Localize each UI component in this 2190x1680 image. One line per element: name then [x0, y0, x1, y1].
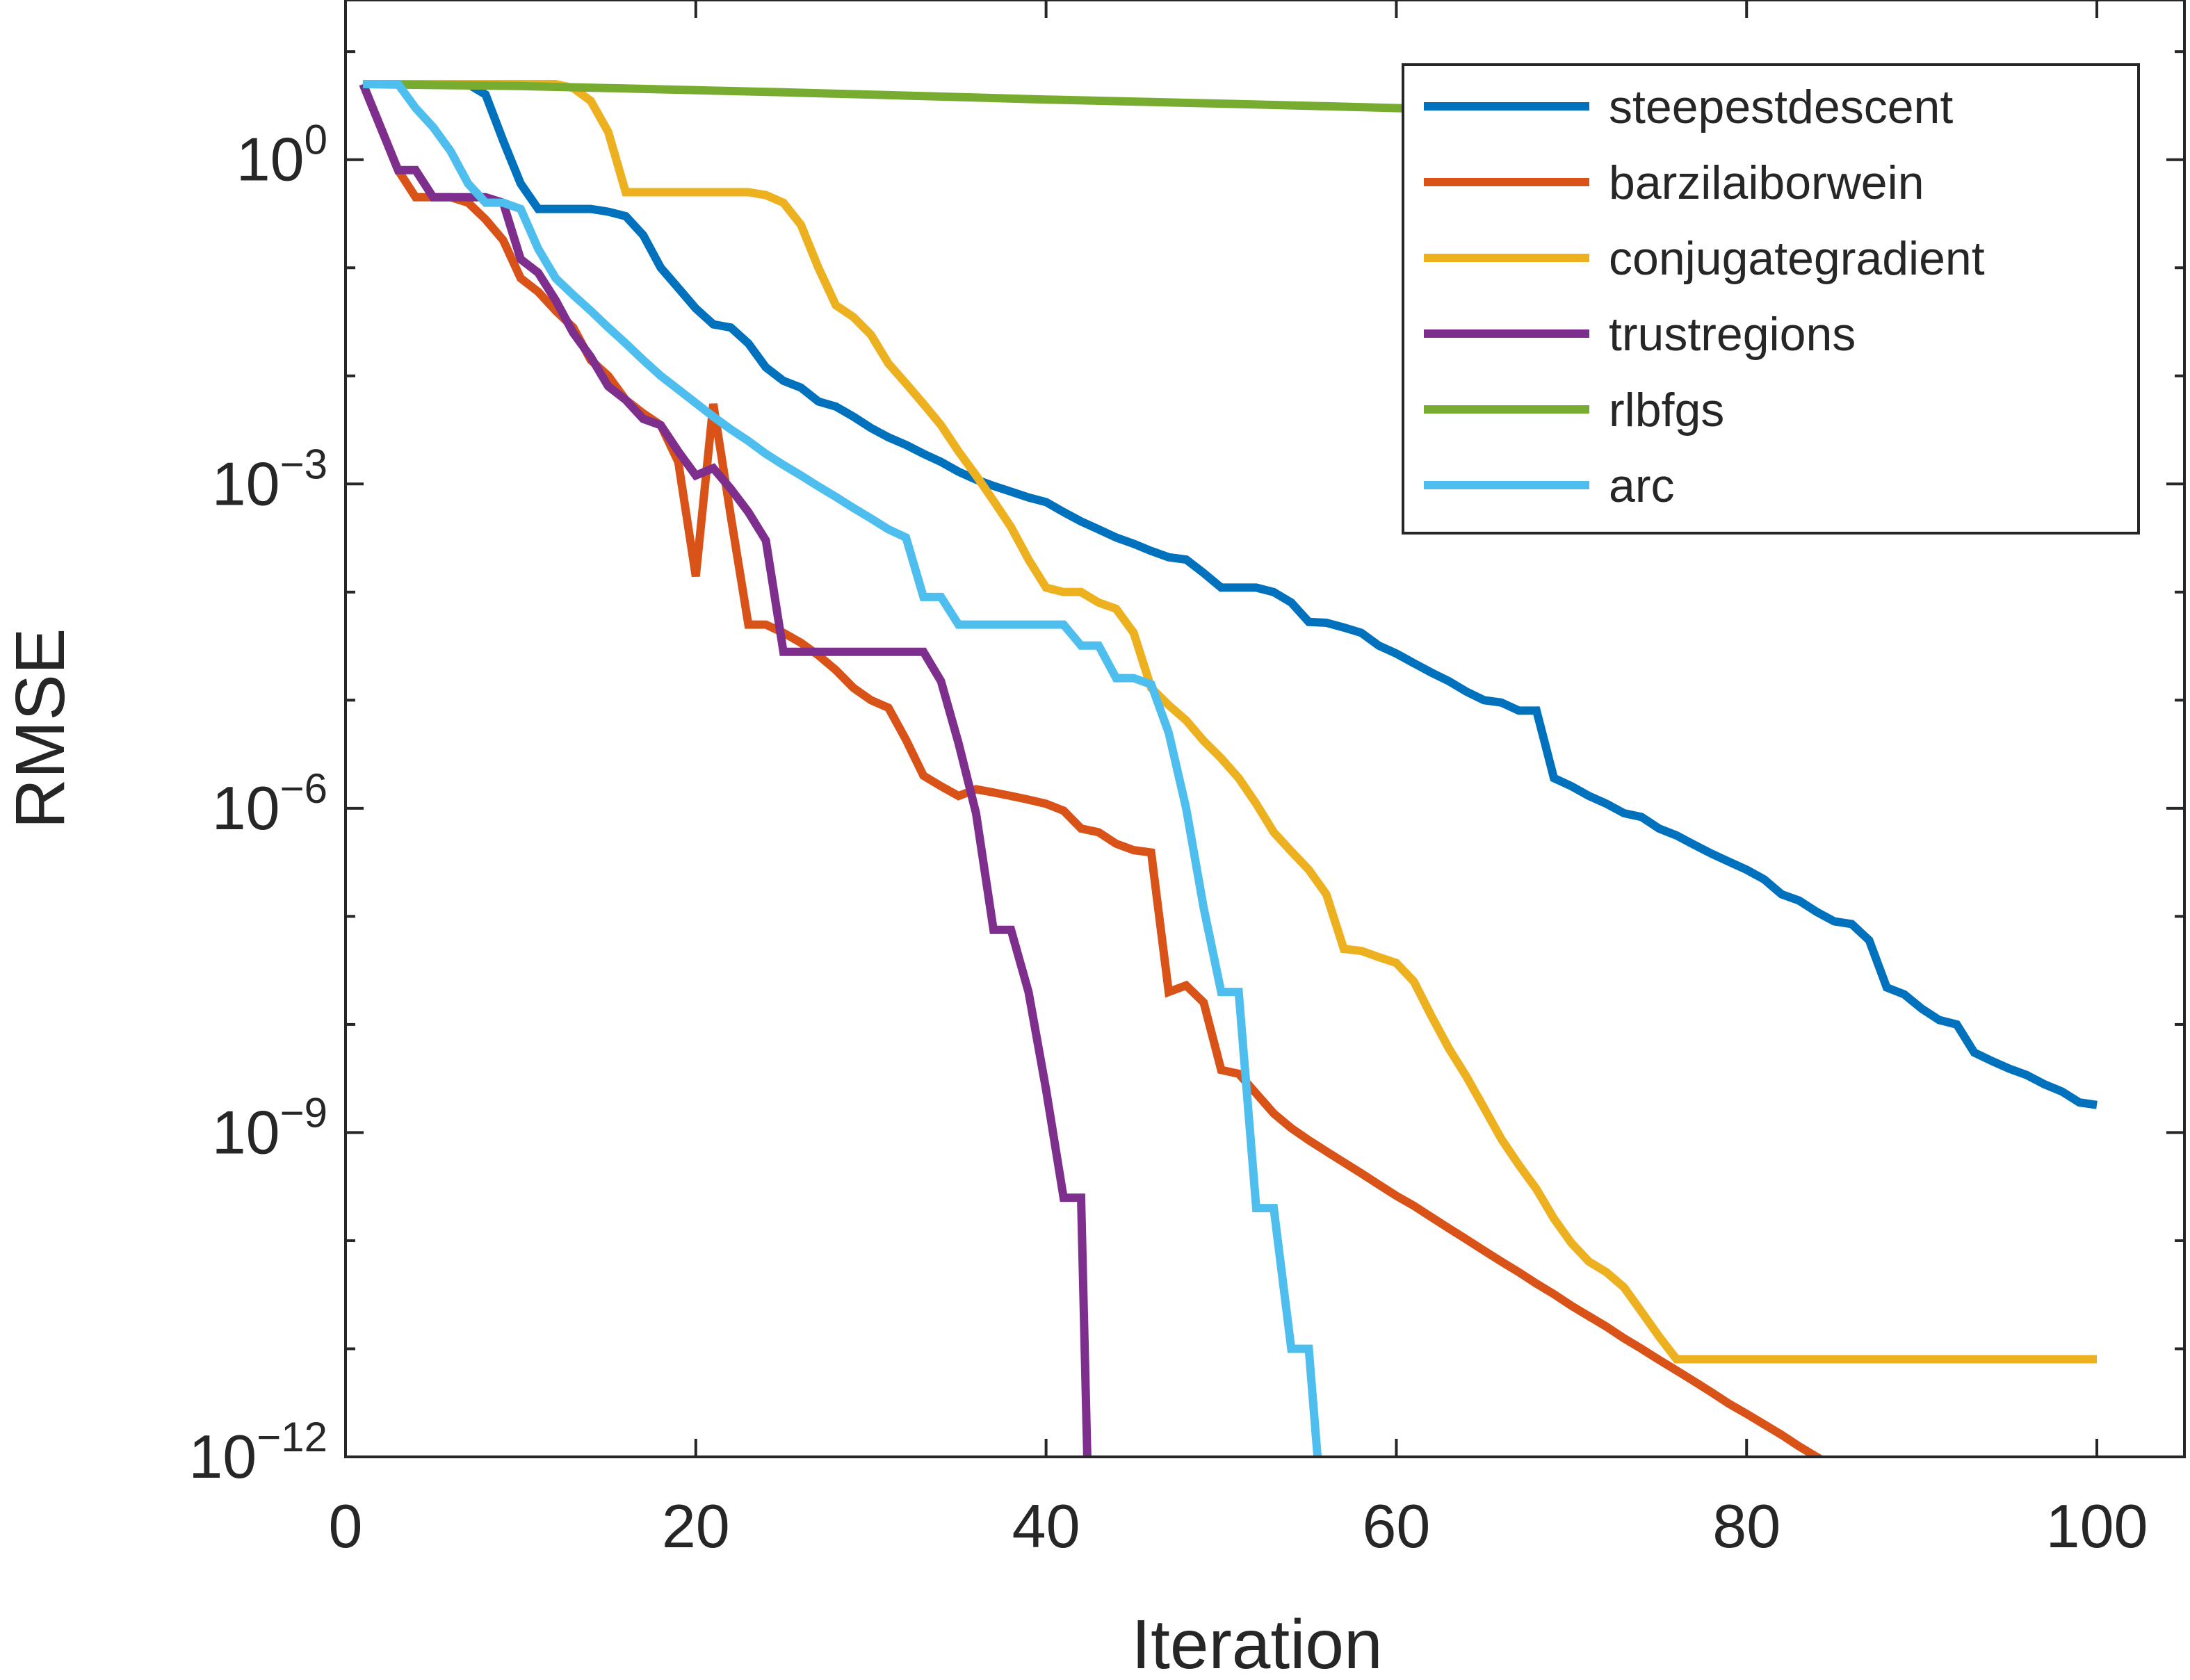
legend: steepestdescent barzilaiborwein conjugateg… [1402, 63, 2140, 535]
x-tick-label: 100 [2046, 1492, 2148, 1560]
legend-label-conjugategradient: conjugategradient [1609, 232, 1985, 285]
x-tick-label: 40 [1012, 1492, 1080, 1560]
tick-labels: 0 20 40 60 80 100 100 10−3 10−6 10−9 10−12 [188, 117, 2148, 1560]
axis-ticks [344, 0, 2184, 1458]
y-axis-title: RMSE [1, 628, 79, 829]
series-line-steepestdescent [363, 80, 2098, 1109]
legend-label-barzilaiborwein: barzilaiborwein [1609, 156, 1924, 209]
y-tick-label: 10−6 [212, 765, 327, 842]
legend-label-trustregions: trustregions [1609, 308, 1856, 361]
series-line-arc [363, 80, 1322, 1457]
x-tick-label: 0 [329, 1492, 363, 1560]
series-layer [359, 80, 2098, 1457]
legend-box [1402, 63, 2140, 535]
y-tick-label: 100 [236, 117, 327, 194]
legend-label-steepestdescent: steepestdescent [1609, 81, 1953, 133]
series-line-rlbfgs [363, 80, 1467, 114]
legend-label-arc: arc [1609, 459, 1674, 512]
y-tick-label: 10−12 [188, 1414, 327, 1491]
legend-label-rlbfgs: rlbfgs [1609, 384, 1724, 437]
y-tick-label: 10−9 [212, 1089, 327, 1166]
y-tick-label: 10−3 [212, 441, 327, 518]
x-axis-title: Iteration [1131, 1606, 1382, 1680]
x-tick-label: 60 [1362, 1492, 1430, 1560]
x-tick-label: 80 [1712, 1492, 1781, 1560]
series-line-conjugategradient [363, 80, 2097, 1364]
plot-frame [344, 0, 2186, 1458]
x-tick-label: 20 [662, 1492, 730, 1560]
